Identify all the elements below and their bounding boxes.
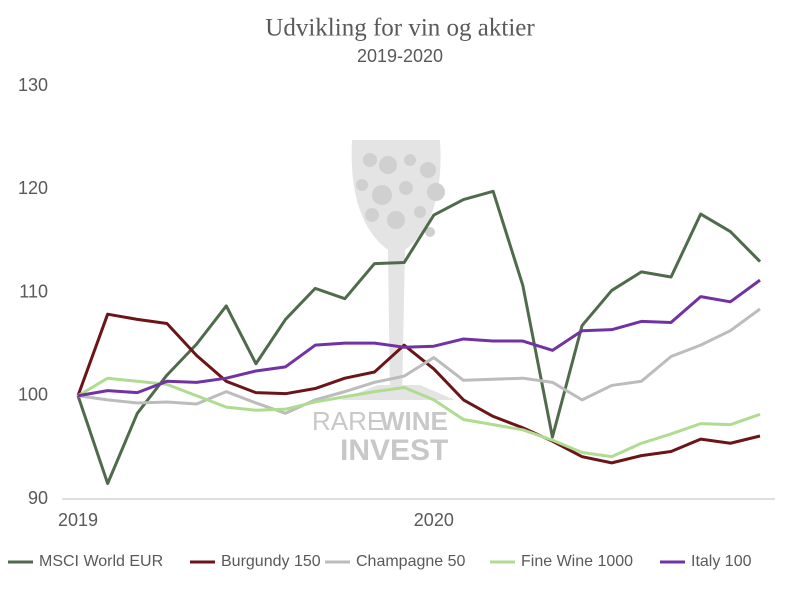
y-tick-label: 130 — [18, 75, 48, 95]
watermark-wine: WINE — [380, 406, 448, 436]
y-tick-label: 100 — [18, 385, 48, 405]
legend-label: Champagne 50 — [356, 553, 466, 570]
y-tick-label: 120 — [18, 178, 48, 198]
line-series — [77, 307, 761, 415]
line-series — [77, 278, 761, 398]
watermark-rare: RARE — [312, 406, 384, 436]
legend-label: Burgundy 150 — [221, 553, 321, 570]
line-series — [77, 376, 761, 459]
legend-label: Italy 100 — [691, 553, 752, 570]
legend-label: Fine Wine 1000 — [521, 553, 633, 570]
x-tick-label: 2020 — [414, 510, 454, 530]
y-tick-label: 90 — [28, 488, 48, 508]
y-tick-label: 110 — [19, 281, 48, 301]
watermark-glass — [340, 140, 455, 400]
watermark-invest: INVEST — [340, 434, 448, 467]
line-series — [76, 312, 761, 465]
x-tick-label: 2019 — [58, 510, 98, 530]
legend-label: MSCI World EUR — [39, 553, 163, 570]
chart-subtitle: 2019-2020 — [357, 46, 443, 66]
chart-title: Udvikling for vin og aktier — [265, 15, 535, 42]
